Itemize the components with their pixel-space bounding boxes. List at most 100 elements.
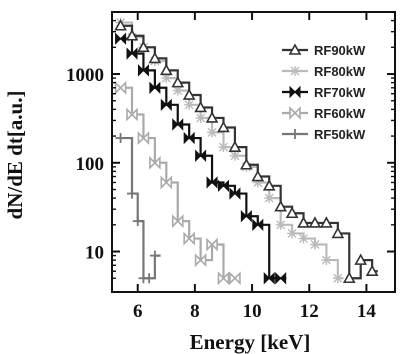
data-point [275, 219, 286, 230]
data-point [275, 272, 287, 285]
series-RF70kW [115, 32, 287, 285]
data-point [297, 216, 310, 228]
data-point [148, 51, 162, 64]
data-point [205, 111, 219, 123]
data-point [298, 233, 309, 244]
data-point [217, 271, 230, 286]
x-tick-label: 12 [300, 301, 319, 322]
legend-item: RF90kW [282, 43, 366, 58]
data-point [263, 272, 275, 285]
legend-marker [289, 85, 301, 99]
data-point [321, 255, 332, 266]
data-point [264, 193, 275, 204]
data-point [229, 271, 241, 286]
legend-marker [290, 66, 300, 76]
data-point [206, 237, 218, 252]
data-point [229, 187, 241, 200]
data-point [127, 188, 138, 199]
data-point [137, 131, 150, 145]
legend-marker [290, 129, 300, 139]
data-point [160, 175, 173, 190]
data-point [274, 200, 288, 212]
x-tick-label: 6 [133, 301, 143, 322]
data-point [239, 158, 253, 170]
data-point [331, 226, 345, 239]
data-point [194, 100, 207, 113]
y-tick-label: 1000 [66, 65, 104, 86]
data-point [332, 273, 343, 284]
legend-label: RF70kW [314, 85, 366, 100]
data-point [287, 228, 298, 239]
data-point [206, 176, 218, 189]
data-point [137, 64, 149, 77]
x-tick-label: 10 [243, 301, 262, 322]
data-point [149, 81, 161, 94]
legend-label: RF90kW [314, 43, 366, 58]
series-RF90kW [114, 19, 379, 284]
x-tick-label: 14 [357, 301, 377, 322]
data-point [365, 264, 379, 277]
legend-item: RF60kW [282, 106, 366, 121]
data-point [114, 19, 127, 31]
series-layer [114, 17, 379, 286]
data-point [320, 216, 333, 228]
data-point [252, 218, 264, 232]
legend-label: RF80kW [314, 64, 366, 79]
data-point [115, 32, 127, 45]
data-point [126, 47, 138, 60]
legend-marker [288, 43, 302, 55]
data-point [172, 118, 184, 131]
data-point [125, 29, 139, 41]
series-RF50kW [115, 133, 161, 284]
legend-label: RF60kW [314, 106, 366, 121]
data-point [183, 131, 195, 145]
data-point [207, 127, 218, 138]
data-point [183, 231, 195, 246]
data-point [184, 99, 195, 110]
plot-frame [111, 11, 396, 293]
data-point [149, 155, 161, 170]
data-point [229, 150, 240, 161]
legend-label: RF50kW [314, 127, 366, 142]
data-point [159, 63, 173, 76]
data-point [137, 40, 150, 53]
data-point [132, 216, 143, 227]
data-point [262, 179, 276, 191]
legend-item: RF80kW [282, 64, 366, 79]
y-tick-label: 100 [76, 154, 105, 175]
data-point [228, 140, 242, 152]
data-point [218, 142, 229, 153]
data-point [195, 149, 207, 162]
data-point [240, 210, 252, 223]
data-point [144, 273, 155, 284]
series-RF60kW [114, 80, 241, 286]
y-tick-label: 10 [85, 243, 104, 264]
data-point [309, 239, 320, 250]
data-point [285, 206, 299, 219]
x-axis-title: Energy [keV] [190, 330, 311, 354]
legend-item: RF50kW [282, 127, 366, 142]
data-point [251, 169, 265, 182]
data-point [160, 98, 172, 112]
data-point [195, 112, 206, 123]
data-point [217, 120, 230, 133]
data-point [114, 80, 127, 95]
data-point [308, 216, 322, 228]
legend-marker [289, 106, 301, 120]
y-axis-title: dN/dE dt[a.u.] [3, 91, 27, 220]
data-point [182, 88, 196, 100]
data-point [115, 133, 126, 144]
ticks-layer: 6 8 10 12 14 10 100 1000 [66, 11, 395, 322]
data-point [342, 271, 356, 284]
data-point [126, 107, 138, 122]
data-point [194, 253, 207, 268]
data-point [149, 250, 160, 261]
x-tick-label: 8 [190, 301, 200, 322]
data-point [171, 75, 185, 88]
legend: RF90kW RF80kW RF70kW RF60kW RF50kW [282, 43, 366, 142]
data-point [171, 214, 184, 229]
data-point [354, 253, 368, 265]
legend-item: RF70kW [282, 85, 366, 100]
data-point [217, 179, 229, 193]
